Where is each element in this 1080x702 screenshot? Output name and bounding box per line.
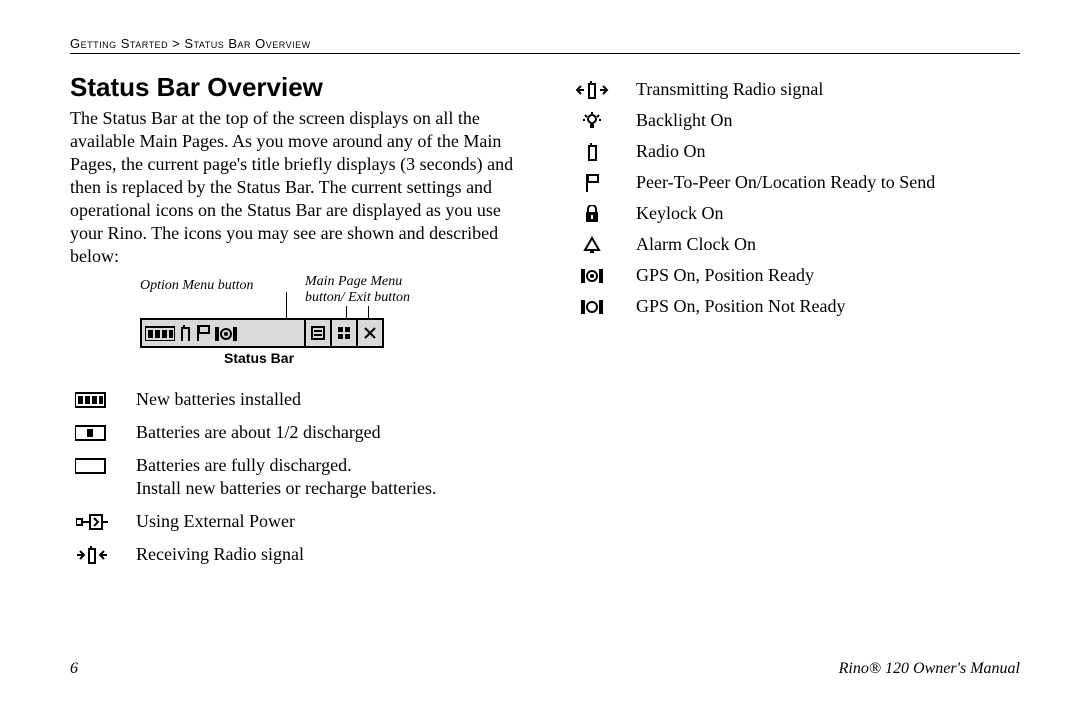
leader-line [346,306,347,318]
legend-item: New batteries installed [70,388,530,411]
legend-item: Keylock On [570,202,1020,225]
legend-icon-cell [570,264,616,285]
legend-item: GPS On, Position Ready [570,264,1020,287]
lock-icon [584,205,602,223]
legend-list-right: Transmitting Radio signal Backlight On R… [570,78,1020,318]
status-bar-left [142,325,304,341]
gps-notready-icon [581,298,605,316]
breadcrumb-sep: > [168,36,184,51]
exit-button[interactable] [356,320,382,346]
option-menu-button[interactable] [304,320,330,346]
column-right: Transmitting Radio signal Backlight On R… [570,64,1020,576]
legend-text: GPS On, Position Not Ready [636,295,846,318]
battery-empty-icon [75,457,111,475]
radio-tx-icon [576,81,610,99]
status-bar-right [304,320,382,346]
legend-item: GPS On, Position Not Ready [570,295,1020,318]
grid-icon [337,326,351,340]
rule-top [70,53,1020,54]
backlight-icon [583,112,603,130]
figure-label-option: Option Menu button [140,278,254,294]
legend-text: Transmitting Radio signal [636,78,823,101]
legend-icon-cell [570,109,616,130]
legend-item: Using External Power [70,510,530,533]
legend-icon-cell [70,454,116,475]
page-title: Status Bar Overview [70,72,530,103]
breadcrumb-b: Status Bar Overview [184,36,310,51]
breadcrumb: Getting Started > Status Bar Overview [70,36,1020,51]
flag-icon [195,325,211,341]
radio-icon [179,325,191,341]
radio-on-icon [586,143,600,161]
page-number: 6 [70,660,78,678]
legend-item: Transmitting Radio signal [570,78,1020,101]
legend-text: Radio On [636,140,706,163]
legend-item: Peer-To-Peer On/Location Ready to Send [570,171,1020,194]
legend-text: Peer-To-Peer On/Location Ready to Send [636,171,935,194]
figure-caption: Status Bar [224,350,294,366]
legend-text: Receiving Radio signal [136,543,304,566]
battery-full-icon [75,391,111,409]
body-paragraph: The Status Bar at the top of the screen … [70,107,530,268]
legend-icon-cell [70,421,116,442]
ext-power-icon [76,513,110,531]
legend-text: GPS On, Position Ready [636,264,814,287]
breadcrumb-a: Getting Started [70,36,168,51]
legend-icon-cell [570,202,616,223]
status-bar-mockup [140,318,384,348]
legend-icon-cell [570,295,616,316]
battery-icon [145,325,175,341]
manual-page: Getting Started > Status Bar Overview St… [0,0,1080,702]
radio-rx-icon [76,546,110,564]
menu-icon [311,326,325,340]
gps-ready-icon [581,267,605,285]
legend-icon-cell [70,543,116,564]
leader-line [286,292,287,318]
leader-line [368,306,369,318]
legend-icon-cell [570,233,616,254]
close-icon [363,326,377,340]
legend-item: Batteries are about 1/2 discharged [70,421,530,444]
legend-text: Batteries are fully discharged.Install n… [136,454,437,500]
legend-item: Alarm Clock On [570,233,1020,256]
legend-item: Radio On [570,140,1020,163]
legend-icon-cell [70,388,116,409]
alarm-icon [583,236,603,254]
status-bar-figure: Option Menu button Main Page Menu button… [140,278,460,378]
battery-half-icon [75,424,111,442]
gps-icon [215,325,237,341]
content-columns: Status Bar Overview The Status Bar at th… [70,64,1020,576]
legend-icon-cell [570,171,616,192]
legend-text: Using External Power [136,510,295,533]
legend-item: Receiving Radio signal [70,543,530,566]
column-left: Status Bar Overview The Status Bar at th… [70,64,530,576]
flag-icon [584,174,602,192]
legend-icon-cell [570,140,616,161]
figure-label-exit: button/ Exit button [305,290,410,306]
main-page-menu-button[interactable] [330,320,356,346]
legend-text: Batteries are about 1/2 discharged [136,421,381,444]
manual-title: Rino® 120 Owner's Manual [839,660,1020,678]
legend-text: New batteries installed [136,388,301,411]
legend-text: Alarm Clock On [636,233,756,256]
legend-icon-cell [570,78,616,99]
figure-label-main: Main Page Menu [305,274,402,290]
legend-icon-cell [70,510,116,531]
legend-item: Batteries are fully discharged.Install n… [70,454,530,500]
legend-item: Backlight On [570,109,1020,132]
legend-list-left: New batteries installed Batteries are ab… [70,388,530,566]
legend-text: Backlight On [636,109,733,132]
legend-text: Keylock On [636,202,723,225]
